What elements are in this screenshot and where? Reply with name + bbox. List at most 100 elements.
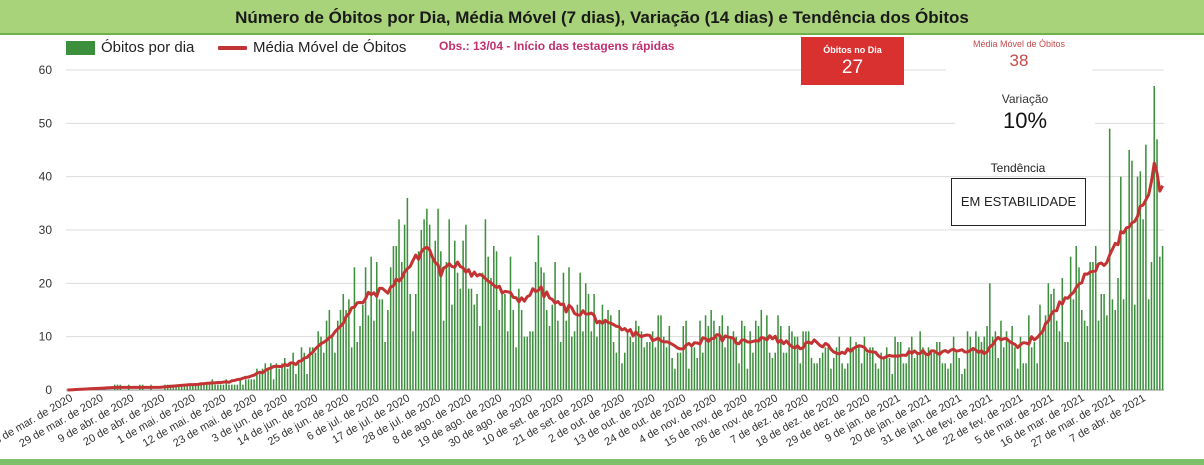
daily-deaths-bar [334, 352, 336, 390]
daily-deaths-bar [406, 198, 409, 390]
daily-deaths-bar [958, 358, 960, 390]
daily-deaths-bar [1131, 160, 1133, 390]
daily-deaths-bar [258, 374, 261, 390]
daily-deaths-bar [523, 336, 526, 390]
daily-deaths-bar [1083, 320, 1086, 390]
daily-deaths-bar [1078, 267, 1080, 390]
daily-deaths-bar [573, 331, 576, 390]
daily-deaths-bar [905, 363, 907, 390]
daily-deaths-bar [955, 352, 958, 390]
daily-deaths-bar [972, 347, 974, 390]
daily-deaths-bar [267, 368, 269, 390]
daily-deaths-bar [387, 310, 389, 390]
daily-deaths-bar [866, 352, 868, 390]
daily-deaths-bar [980, 342, 983, 390]
daily-deaths-bar [788, 326, 790, 390]
daily-deaths-bar [493, 246, 495, 390]
y-tick-label: 20 [39, 276, 53, 290]
daily-deaths-bar [986, 326, 988, 390]
daily-deaths-bar [1147, 299, 1150, 390]
daily-deaths-bar [830, 368, 832, 390]
daily-deaths-bar [596, 336, 598, 390]
daily-deaths-bar [551, 304, 554, 390]
daily-deaths-bar [350, 347, 353, 390]
daily-deaths-bar [428, 224, 431, 390]
daily-deaths-bar [1136, 176, 1139, 390]
daily-deaths-bar [506, 331, 509, 390]
daily-deaths-bar [364, 267, 367, 390]
daily-deaths-bar [584, 283, 587, 390]
bottom-bar [0, 459, 1204, 465]
legend-line-swatch [218, 46, 247, 50]
daily-deaths-bar [543, 272, 545, 390]
daily-deaths-bar [938, 342, 941, 390]
daily-deaths-bar [727, 326, 729, 390]
daily-deaths-bar [1120, 176, 1122, 390]
daily-deaths-bar [426, 208, 428, 390]
daily-deaths-bar [916, 352, 919, 390]
daily-deaths-bar [520, 310, 523, 390]
daily-deaths-bar [858, 347, 860, 390]
daily-deaths-bar [445, 262, 448, 390]
daily-deaths-bar [453, 240, 456, 390]
daily-deaths-bar [1039, 304, 1041, 390]
daily-deaths-bar [186, 384, 188, 390]
daily-deaths-bar [314, 352, 317, 390]
daily-deaths-bar [702, 352, 704, 390]
daily-deaths-bar [481, 272, 484, 390]
daily-deaths-bar [462, 240, 464, 390]
daily-deaths-bar [440, 251, 442, 390]
daily-deaths-bar [760, 310, 763, 390]
daily-deaths-bar [495, 251, 498, 390]
daily-deaths-bar [766, 315, 768, 390]
daily-deaths-bar [824, 347, 827, 390]
trend-card: EM ESTABILIDADE [951, 178, 1086, 226]
daily-deaths-bar [718, 326, 721, 390]
daily-deaths-bar [668, 326, 671, 390]
daily-deaths-bar [348, 299, 350, 390]
daily-deaths-bar [451, 304, 453, 390]
daily-deaths-bar [1139, 171, 1142, 390]
daily-deaths-bar [217, 384, 219, 390]
daily-deaths-bar [515, 347, 517, 390]
daily-deaths-bar [863, 336, 866, 390]
daily-deaths-bar [256, 368, 258, 390]
daily-deaths-bar [1142, 219, 1144, 390]
daily-deaths-bar [1075, 246, 1077, 390]
daily-deaths-bar [774, 352, 776, 390]
y-tick-labels: 0 10 20 30 40 50 60 [39, 63, 53, 397]
daily-deaths-bar [757, 326, 760, 390]
daily-deaths-bar [342, 294, 345, 390]
daily-deaths-bar [208, 384, 211, 390]
daily-deaths-bar [189, 384, 191, 390]
daily-deaths-bar [295, 374, 297, 390]
daily-deaths-bar [743, 326, 746, 390]
daily-deaths-bar [554, 262, 556, 390]
daily-deaths-bar [509, 256, 512, 390]
daily-deaths-bar [484, 219, 487, 390]
daily-deaths-bar [225, 379, 227, 390]
daily-deaths-bar [197, 384, 200, 390]
daily-deaths-bar [395, 246, 397, 390]
daily-deaths-bar [242, 384, 244, 390]
daily-deaths-bar [490, 278, 492, 390]
daily-deaths-bar [696, 358, 698, 390]
daily-deaths-bar [183, 384, 186, 390]
daily-deaths-bar [690, 347, 693, 390]
daily-deaths-bar [1081, 310, 1083, 390]
daily-deaths-bar [710, 310, 712, 390]
daily-deaths-bar [877, 368, 880, 390]
page-title: Número de Óbitos por Dia, Média Móvel (7… [235, 8, 969, 27]
daily-deaths-bar [529, 331, 531, 390]
daily-deaths-bar [640, 331, 643, 390]
daily-deaths-bar [434, 240, 437, 390]
daily-deaths-bar [846, 363, 849, 390]
daily-deaths-bar [966, 331, 969, 390]
daily-deaths-bar [885, 347, 888, 390]
daily-deaths-bar [601, 304, 604, 390]
daily-deaths-bar [629, 336, 632, 390]
daily-deaths-bar [498, 310, 501, 390]
testing-note: Obs.: 13/04 - Início das testagens rápid… [439, 39, 675, 53]
daily-deaths-bar [1002, 347, 1005, 390]
